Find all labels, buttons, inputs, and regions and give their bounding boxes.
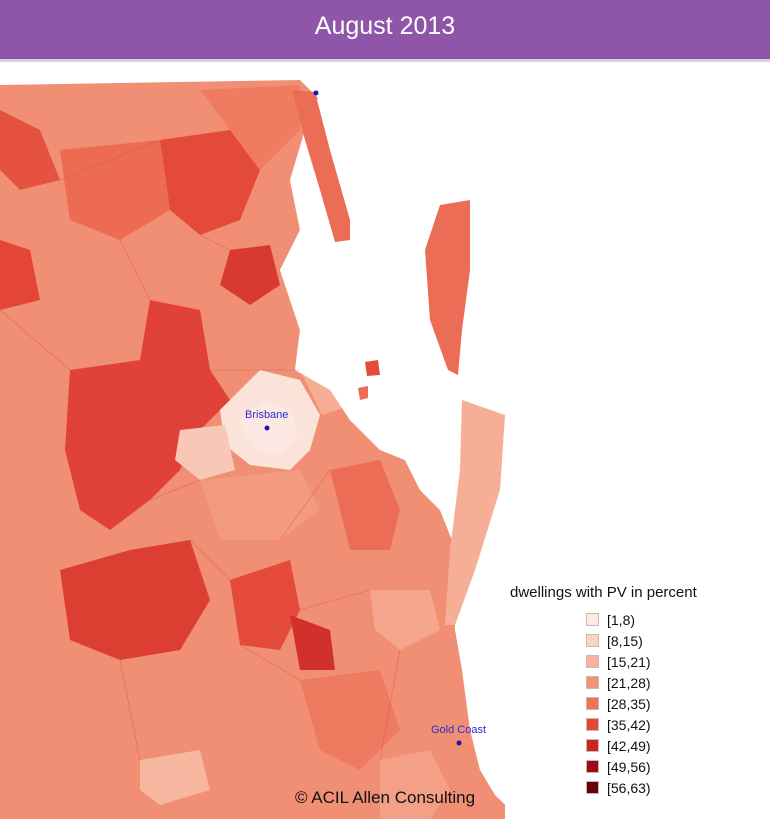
legend-swatch (586, 655, 599, 668)
map-area[interactable]: Brisbane Gold Coast (0, 70, 770, 819)
map-title: August 2013 (314, 12, 456, 40)
legend-swatch (586, 739, 599, 752)
legend-swatch (586, 781, 599, 794)
ocean-area (505, 70, 770, 819)
region-west-big (65, 300, 230, 530)
legend-swatch (586, 613, 599, 626)
region-south-dark (290, 615, 335, 670)
legend-label: [56,63) (607, 779, 651, 796)
small-island-2 (358, 386, 368, 400)
label-gold-coast: Gold Coast (431, 724, 486, 736)
region-southeast-2 (300, 670, 400, 770)
marker-brisbane[interactable] (264, 425, 270, 431)
marker-north-town (313, 90, 319, 96)
title-banner: August 2013 (0, 0, 770, 62)
legend-item: [49,56) (586, 756, 760, 777)
small-island-1 (365, 360, 380, 376)
legend-swatch (586, 718, 599, 731)
region-southeast-1 (370, 590, 440, 650)
region-nw-2 (160, 130, 260, 235)
district-boundaries (0, 139, 401, 761)
region-south-ring (200, 470, 320, 540)
legend-item: [28,35) (586, 693, 760, 714)
region-brisbane-ring (175, 425, 235, 480)
region-n-2 (200, 85, 300, 170)
region-nw-1 (0, 110, 60, 190)
legend-label: [42,49) (607, 737, 651, 754)
legend-label: [15,21) (607, 653, 651, 670)
choropleth-map[interactable]: Brisbane Gold Coast (0, 70, 770, 819)
region-west-south (60, 540, 210, 660)
legend-item: [15,21) (586, 651, 760, 672)
credit-text: © ACIL Allen Consulting (294, 788, 476, 807)
legend-title: dwellings with PV in percent (510, 584, 697, 601)
legend-item: [8,15) (586, 630, 760, 651)
legend-swatch (586, 634, 599, 647)
legend-item: [21,28) (586, 672, 760, 693)
legend-label: [35,42) (607, 716, 651, 733)
legend-label: [49,56) (607, 758, 651, 775)
legend-item: [1,8) (586, 609, 760, 630)
marker-gold-coast[interactable] (456, 740, 462, 746)
legend-swatch (586, 760, 599, 773)
region-n-1 (60, 140, 170, 240)
region-nw-3 (220, 245, 280, 305)
legend-swatch (586, 676, 599, 689)
stradbroke-island (445, 400, 505, 625)
region-far-south (380, 750, 450, 819)
moreton-bay (280, 130, 500, 630)
legend-label: [28,35) (607, 695, 651, 712)
legend-label: [21,28) (607, 674, 651, 691)
legend-label: [8,15) (607, 632, 643, 649)
region-w-1 (0, 240, 40, 310)
label-brisbane: Brisbane (245, 409, 288, 421)
moreton-island (425, 200, 470, 375)
legend-item: [56,63) (586, 777, 760, 798)
legend-swatch (586, 697, 599, 710)
bribie-island (292, 90, 350, 242)
legend-rows: [1,8) [8,15) [15,21) [21,28) [28,35) [35,42) [… (510, 609, 760, 798)
region-south-mid (230, 560, 300, 650)
legend-item: [35,42) (586, 714, 760, 735)
region-east-mid (330, 460, 400, 550)
legend: dwellings with PV in percent [1,8) [8,15)… (510, 584, 760, 798)
legend-item: [42,49) (586, 735, 760, 756)
copyright-credit: © ACIL Allen Consulting (0, 788, 770, 808)
region-south-light (140, 750, 210, 805)
legend-label: [1,8) (607, 611, 636, 628)
